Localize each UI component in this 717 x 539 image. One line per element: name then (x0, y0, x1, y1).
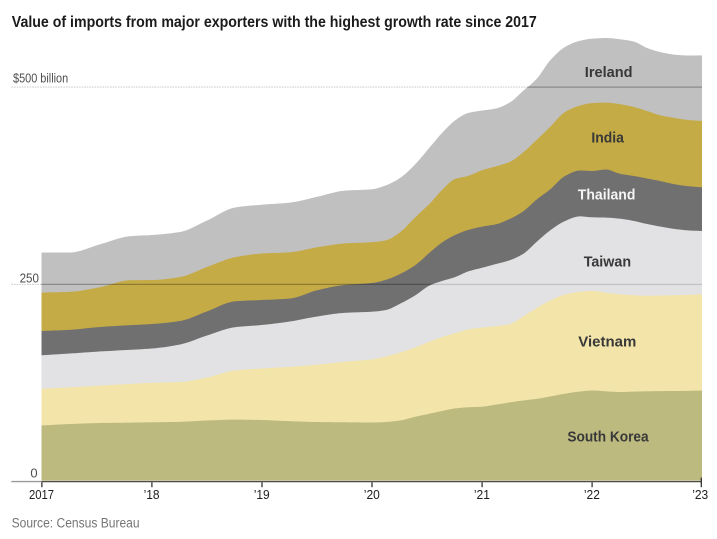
svg-text:250: 250 (20, 270, 39, 285)
svg-text:India: India (591, 131, 624, 147)
svg-text:’19: ’19 (254, 487, 270, 502)
svg-text:Thailand: Thailand (578, 188, 636, 204)
svg-text:Ireland: Ireland (585, 65, 633, 81)
svg-text:$500 billion: $500 billion (13, 71, 68, 86)
svg-text:South Korea: South Korea (567, 429, 649, 445)
svg-text:Vietnam: Vietnam (578, 335, 636, 351)
svg-text:2017: 2017 (29, 487, 54, 502)
svg-text:’22: ’22 (584, 487, 600, 502)
svg-text:’23: ’23 (692, 487, 708, 502)
svg-text:’20: ’20 (364, 487, 380, 502)
svg-text:’21: ’21 (474, 487, 490, 502)
svg-text:0: 0 (30, 465, 37, 480)
svg-text:Source: Census Bureau: Source: Census Bureau (12, 515, 140, 530)
svg-text:Taiwan: Taiwan (584, 255, 631, 271)
svg-text:’18: ’18 (144, 487, 160, 502)
svg-text:Value of imports from major ex: Value of imports from major exporters wi… (12, 14, 537, 31)
